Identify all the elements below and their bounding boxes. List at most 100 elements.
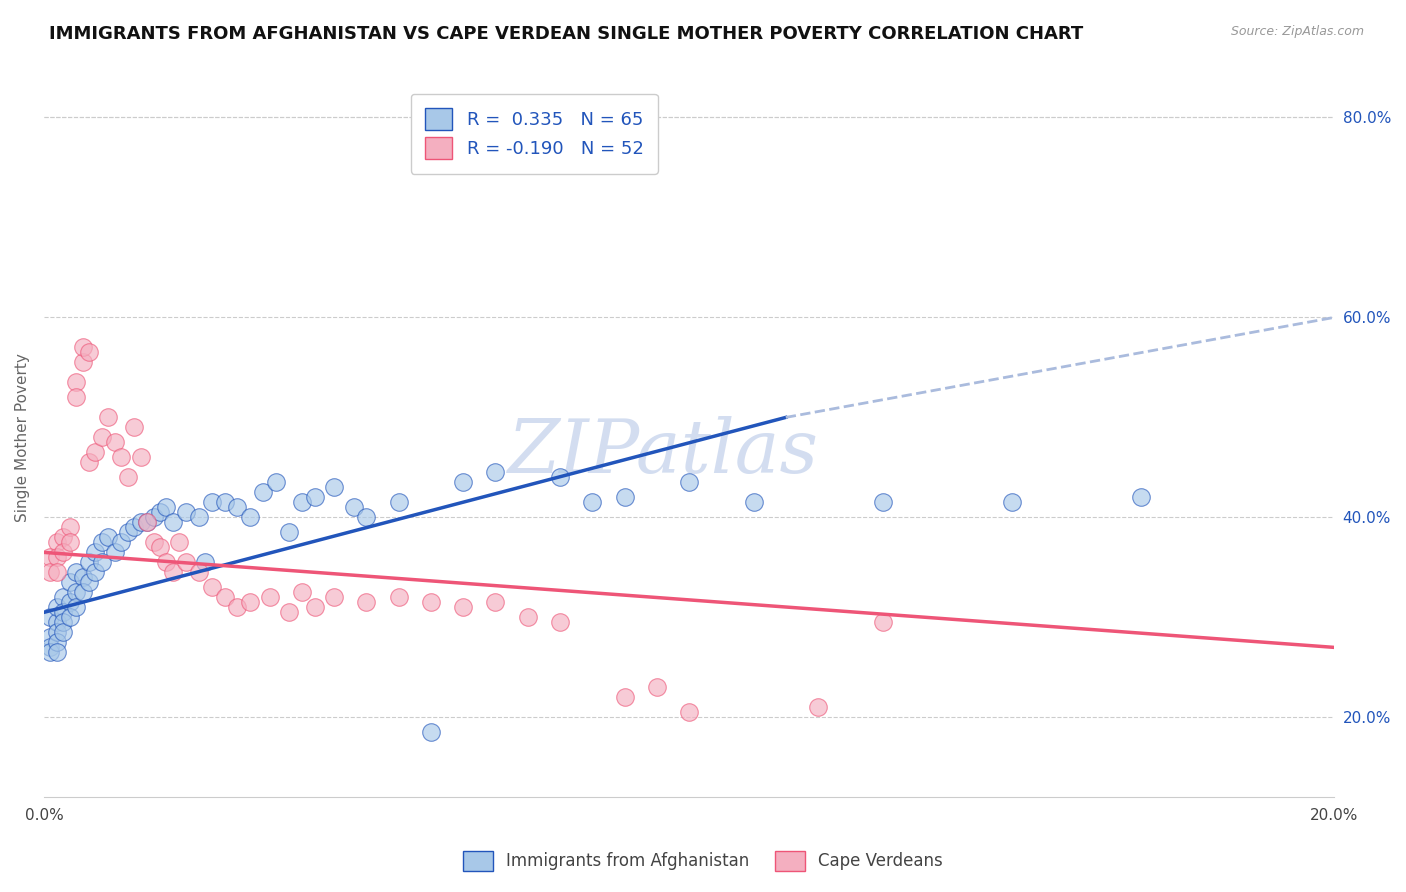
Text: ZIPatlas: ZIPatlas: [508, 416, 818, 488]
Point: [122, 520, 145, 534]
Point: [97, 530, 120, 544]
Point: [91, 555, 114, 569]
Point: [91, 430, 114, 444]
Point: [142, 535, 165, 549]
Point: [323, 480, 346, 494]
Point: [72, 585, 94, 599]
Point: [356, 595, 378, 609]
Point: [39, 640, 62, 655]
Point: [72, 340, 94, 354]
Point: [613, 690, 636, 705]
Point: [239, 510, 262, 524]
Point: [259, 591, 281, 605]
Point: [1000, 495, 1022, 509]
Point: [84, 566, 107, 580]
Text: Source: ZipAtlas.com: Source: ZipAtlas.com: [1230, 25, 1364, 38]
Point: [388, 591, 411, 605]
Point: [84, 545, 107, 559]
Point: [65, 376, 87, 390]
Point: [278, 606, 301, 620]
Point: [548, 470, 571, 484]
Point: [264, 475, 287, 490]
Point: [45, 600, 67, 615]
Point: [59, 610, 82, 624]
Point: [169, 535, 191, 549]
Point: [110, 450, 132, 465]
Point: [77, 575, 100, 590]
Point: [420, 595, 443, 609]
Point: [162, 516, 184, 530]
Point: [356, 510, 378, 524]
Point: [52, 615, 75, 630]
Point: [187, 510, 209, 524]
Point: [342, 500, 364, 515]
Point: [45, 615, 67, 630]
Point: [291, 585, 314, 599]
Point: [187, 566, 209, 580]
Point: [194, 555, 217, 569]
Point: [548, 615, 571, 630]
Point: [174, 505, 197, 519]
Point: [155, 500, 177, 515]
Point: [252, 485, 274, 500]
Point: [45, 550, 67, 565]
Point: [39, 610, 62, 624]
Point: [678, 475, 700, 490]
Point: [451, 600, 474, 615]
Point: [136, 516, 159, 530]
Point: [104, 545, 127, 559]
Point: [39, 645, 62, 659]
Point: [65, 600, 87, 615]
Legend: R =  0.335   N = 65, R = -0.190   N = 52: R = 0.335 N = 65, R = -0.190 N = 52: [411, 94, 658, 174]
Point: [149, 541, 172, 555]
Point: [72, 570, 94, 584]
Point: [97, 410, 120, 425]
Point: [581, 495, 603, 509]
Point: [52, 591, 75, 605]
Point: [201, 581, 224, 595]
Point: [678, 706, 700, 720]
Point: [323, 591, 346, 605]
Point: [91, 535, 114, 549]
Point: [84, 445, 107, 459]
Point: [174, 555, 197, 569]
Point: [420, 725, 443, 739]
Point: [110, 535, 132, 549]
Point: [136, 516, 159, 530]
Point: [214, 495, 236, 509]
Point: [39, 566, 62, 580]
Point: [65, 585, 87, 599]
Point: [304, 491, 326, 505]
Point: [872, 615, 894, 630]
Point: [214, 591, 236, 605]
Point: [226, 500, 249, 515]
Point: [645, 681, 668, 695]
Point: [516, 610, 538, 624]
Point: [122, 420, 145, 434]
Point: [39, 550, 62, 565]
Point: [45, 645, 67, 659]
Point: [39, 631, 62, 645]
Point: [77, 455, 100, 469]
Point: [65, 391, 87, 405]
Point: [45, 625, 67, 640]
Point: [484, 595, 506, 609]
Point: [484, 466, 506, 480]
Point: [117, 470, 139, 484]
Point: [155, 555, 177, 569]
Point: [52, 625, 75, 640]
Point: [129, 450, 152, 465]
Point: [742, 495, 765, 509]
Point: [77, 555, 100, 569]
Point: [77, 345, 100, 359]
Point: [451, 475, 474, 490]
Text: IMMIGRANTS FROM AFGHANISTAN VS CAPE VERDEAN SINGLE MOTHER POVERTY CORRELATION CH: IMMIGRANTS FROM AFGHANISTAN VS CAPE VERD…: [49, 25, 1084, 43]
Point: [142, 510, 165, 524]
Point: [1129, 491, 1152, 505]
Point: [45, 535, 67, 549]
Point: [117, 525, 139, 540]
Point: [807, 700, 830, 714]
Point: [872, 495, 894, 509]
Legend: Immigrants from Afghanistan, Cape Verdeans: Immigrants from Afghanistan, Cape Verdea…: [454, 842, 952, 880]
Point: [239, 595, 262, 609]
